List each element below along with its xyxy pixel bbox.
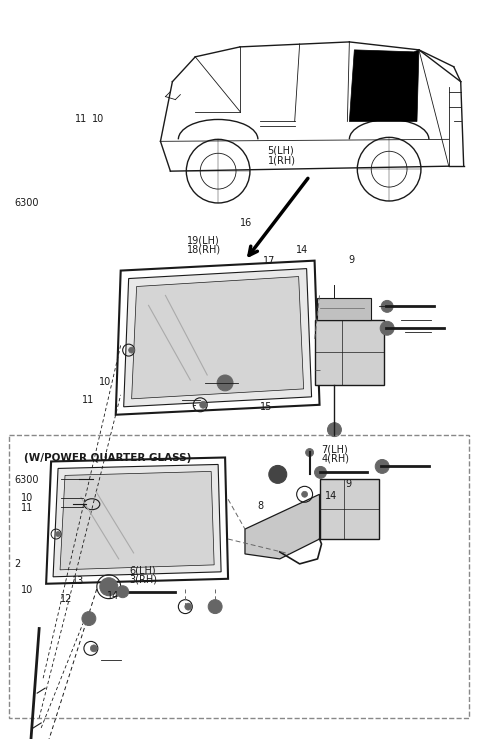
- Text: 9: 9: [345, 479, 351, 489]
- Text: 18(RH): 18(RH): [187, 245, 221, 255]
- Text: 15: 15: [260, 402, 273, 412]
- Circle shape: [306, 448, 313, 456]
- Polygon shape: [245, 494, 320, 559]
- Text: 7(LH): 7(LH): [321, 445, 348, 454]
- Text: 16: 16: [240, 218, 252, 228]
- Circle shape: [327, 422, 341, 436]
- Text: 6300: 6300: [15, 474, 39, 485]
- Circle shape: [208, 599, 222, 614]
- Text: 14: 14: [296, 245, 309, 255]
- Text: 14: 14: [325, 491, 337, 501]
- Circle shape: [200, 402, 207, 408]
- Text: 10: 10: [21, 585, 33, 595]
- FancyBboxPatch shape: [316, 299, 371, 320]
- Text: 17: 17: [263, 256, 276, 267]
- FancyBboxPatch shape: [314, 320, 384, 385]
- Circle shape: [100, 578, 118, 596]
- Text: 6300: 6300: [15, 198, 39, 207]
- Circle shape: [301, 491, 308, 497]
- Text: 2: 2: [14, 559, 20, 568]
- Text: 12: 12: [60, 594, 72, 604]
- Text: (W/POWER QUARTER GLASS): (W/POWER QUARTER GLASS): [24, 453, 192, 462]
- Text: 3(RH): 3(RH): [129, 575, 157, 585]
- Circle shape: [314, 466, 326, 479]
- FancyBboxPatch shape: [320, 479, 379, 539]
- Bar: [9, 435, 468, 718]
- Circle shape: [269, 465, 287, 483]
- Text: 4(RH): 4(RH): [321, 454, 349, 464]
- Text: 11: 11: [22, 502, 34, 513]
- Text: 9: 9: [349, 255, 355, 265]
- Text: 19(LH): 19(LH): [187, 235, 219, 245]
- Circle shape: [185, 603, 192, 610]
- Circle shape: [82, 611, 96, 625]
- Text: 5(LH): 5(LH): [268, 146, 294, 156]
- Text: 14: 14: [108, 591, 120, 601]
- Polygon shape: [132, 276, 304, 399]
- Text: 1(RH): 1(RH): [268, 156, 296, 165]
- Polygon shape: [124, 268, 312, 407]
- Text: 8: 8: [257, 501, 264, 511]
- Text: 10: 10: [99, 377, 111, 388]
- Polygon shape: [349, 50, 419, 122]
- Circle shape: [129, 347, 134, 353]
- Polygon shape: [60, 471, 214, 570]
- Polygon shape: [53, 465, 221, 576]
- Text: 11: 11: [75, 113, 88, 124]
- Text: 13: 13: [72, 576, 84, 586]
- Circle shape: [217, 375, 233, 391]
- Circle shape: [90, 645, 97, 652]
- Circle shape: [375, 459, 389, 473]
- Circle shape: [56, 531, 60, 536]
- Text: 6(LH): 6(LH): [129, 566, 156, 576]
- Text: 10: 10: [22, 493, 34, 503]
- Circle shape: [117, 585, 129, 598]
- Circle shape: [381, 300, 393, 313]
- Text: 10: 10: [92, 113, 104, 124]
- Text: 11: 11: [82, 395, 94, 405]
- Circle shape: [380, 322, 394, 335]
